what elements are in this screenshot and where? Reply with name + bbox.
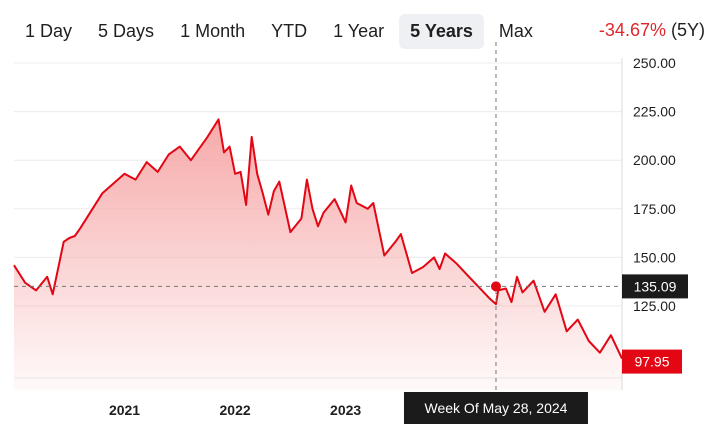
y-tick-label: 200.00 (633, 152, 676, 168)
change-period: (5Y) (670, 20, 705, 40)
tab-1-month[interactable]: 1 Month (180, 20, 246, 41)
cursor-value-label: 135.09 (634, 278, 677, 294)
date-tooltip-label: Week Of May 28, 2024 (425, 400, 568, 416)
tab-max[interactable]: Max (498, 20, 533, 41)
x-tick-label: 2022 (220, 402, 251, 418)
tab-1-day[interactable]: 1 Day (25, 20, 73, 41)
price-line (13, 118, 623, 360)
range-tabs: 1 Day 5 Days 1 Month YTD 1 Year 5 Years … (14, 13, 709, 49)
y-tick-label: 250.00 (633, 55, 676, 71)
y-tick-label: 150.00 (633, 249, 676, 265)
y-tick-label: 175.00 (633, 201, 676, 217)
y-tick-label: 125.00 (633, 298, 676, 314)
period-change: -34.67% (5Y) (599, 20, 705, 41)
x-tick-label: 2023 (330, 402, 361, 418)
last-price-box (622, 349, 682, 374)
tab-1-year[interactable]: 1 Year (333, 20, 385, 41)
tab-5-days[interactable]: 5 Days (98, 20, 155, 41)
tab-ytd[interactable]: YTD (271, 20, 308, 41)
cursor-value-box (622, 274, 688, 299)
date-tooltip-box (403, 392, 588, 424)
y-tick-label: 225.00 (633, 104, 676, 120)
change-percent: -34.67% (598, 20, 666, 40)
x-tick-label: 2021 (109, 402, 140, 418)
cursor-point (490, 281, 501, 292)
price-area (14, 119, 622, 391)
tab-5-years[interactable]: 5 Years (399, 13, 484, 49)
last-price-label: 97.95 (634, 354, 669, 370)
